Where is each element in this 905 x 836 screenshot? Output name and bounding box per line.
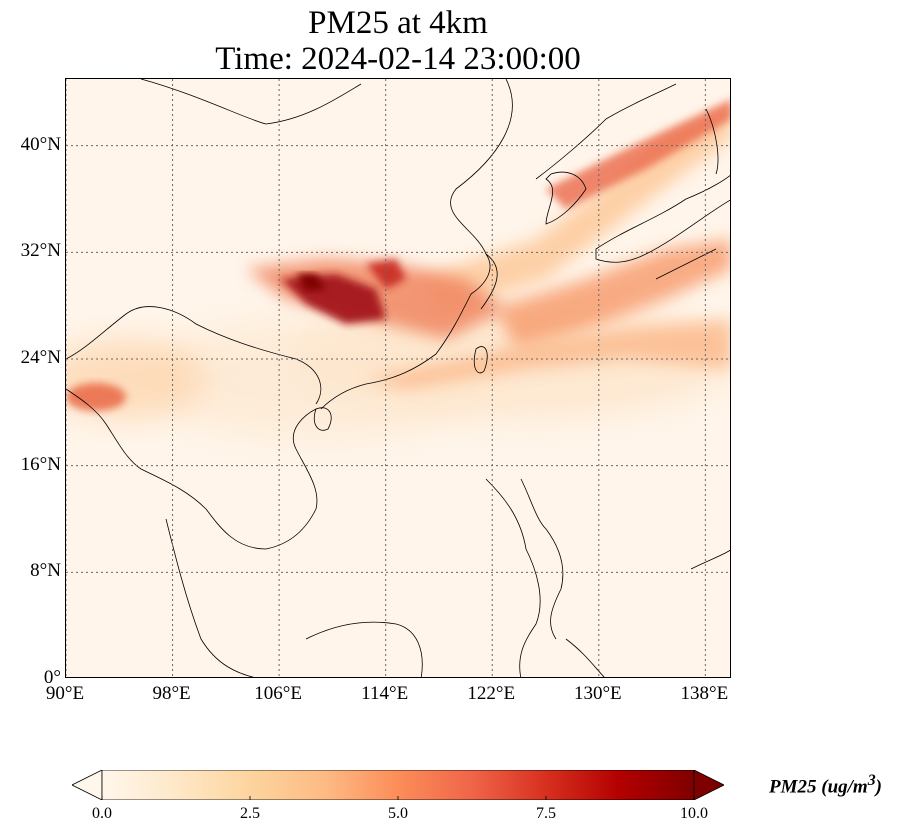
colorbar-label: PM25 (ug/m3) (769, 772, 882, 798)
lat-tick-label: 32°N (20, 240, 61, 262)
lon-tick-label: 98°E (152, 683, 191, 704)
colorbar-tick-label: 7.5 (536, 805, 556, 822)
colorbar-tick-label: 2.5 (240, 805, 260, 822)
map-canvas (66, 79, 730, 677)
colorbar-tick-label: 0.0 (92, 805, 112, 822)
coastlines (66, 79, 730, 677)
coast-korea (545, 171, 587, 225)
coast-japan-honshu (595, 175, 730, 263)
lon-tick-label: 130°E (573, 683, 622, 704)
coast-indochina (66, 388, 318, 550)
lon-tick-label: 138°E (680, 683, 729, 704)
coast-china-east (320, 79, 513, 410)
lon-tick-label: 90°E (45, 683, 85, 704)
lat-tick-label: 40°N (20, 133, 61, 155)
coast-taiwan (473, 346, 488, 374)
lat-tick-label: 0° (43, 667, 61, 688)
field-haze-south-china (146, 319, 486, 439)
coast-japan-south (655, 248, 717, 280)
gridlines (66, 79, 730, 677)
colorbar-tick-label: 5.0 (388, 805, 408, 822)
coast-new-guinea (690, 549, 730, 570)
lon-tick-label: 106°E (254, 683, 302, 704)
field-plume-korea (546, 99, 730, 209)
chart-subtitle-time: Time: 2024-02-14 23:00:00 (215, 41, 581, 77)
lon-tick-label: 114°E (361, 683, 409, 704)
lat-tick-label: 24°N (20, 347, 61, 368)
coast-korea-north (535, 83, 677, 180)
field-hotspot-max (296, 274, 326, 291)
colorbar (72, 770, 724, 800)
lon-tick-label: 122°E (467, 683, 516, 704)
lat-tick-label: 8°N (30, 560, 61, 582)
field-plume-west-edge (66, 383, 126, 411)
chart-title: PM25 at 4km (308, 5, 488, 41)
coast-philippines-east (520, 478, 564, 640)
coast-japan-north (705, 108, 719, 175)
coast-philippines-west (485, 478, 541, 677)
colorbar-extend-min (72, 770, 103, 800)
coast-malay-peninsula (165, 518, 255, 677)
lat-tick-label: 16°N (20, 453, 61, 475)
coast-yangtze-delta (480, 253, 498, 310)
field-plume-taiwan (366, 319, 730, 389)
colorbar-gradient (101, 770, 695, 800)
pm25-field (66, 79, 730, 677)
coast-hainan (313, 407, 332, 431)
border-mongolia (140, 79, 362, 125)
field-plume-east-sea (496, 239, 730, 349)
coast-mindanao (565, 638, 605, 677)
colorbar-tick-label: 10.0 (680, 805, 708, 822)
map-panel (65, 78, 731, 678)
colorbar-extend-max (693, 770, 724, 800)
coast-borneo-north (305, 621, 423, 677)
border-south-china (66, 306, 322, 405)
